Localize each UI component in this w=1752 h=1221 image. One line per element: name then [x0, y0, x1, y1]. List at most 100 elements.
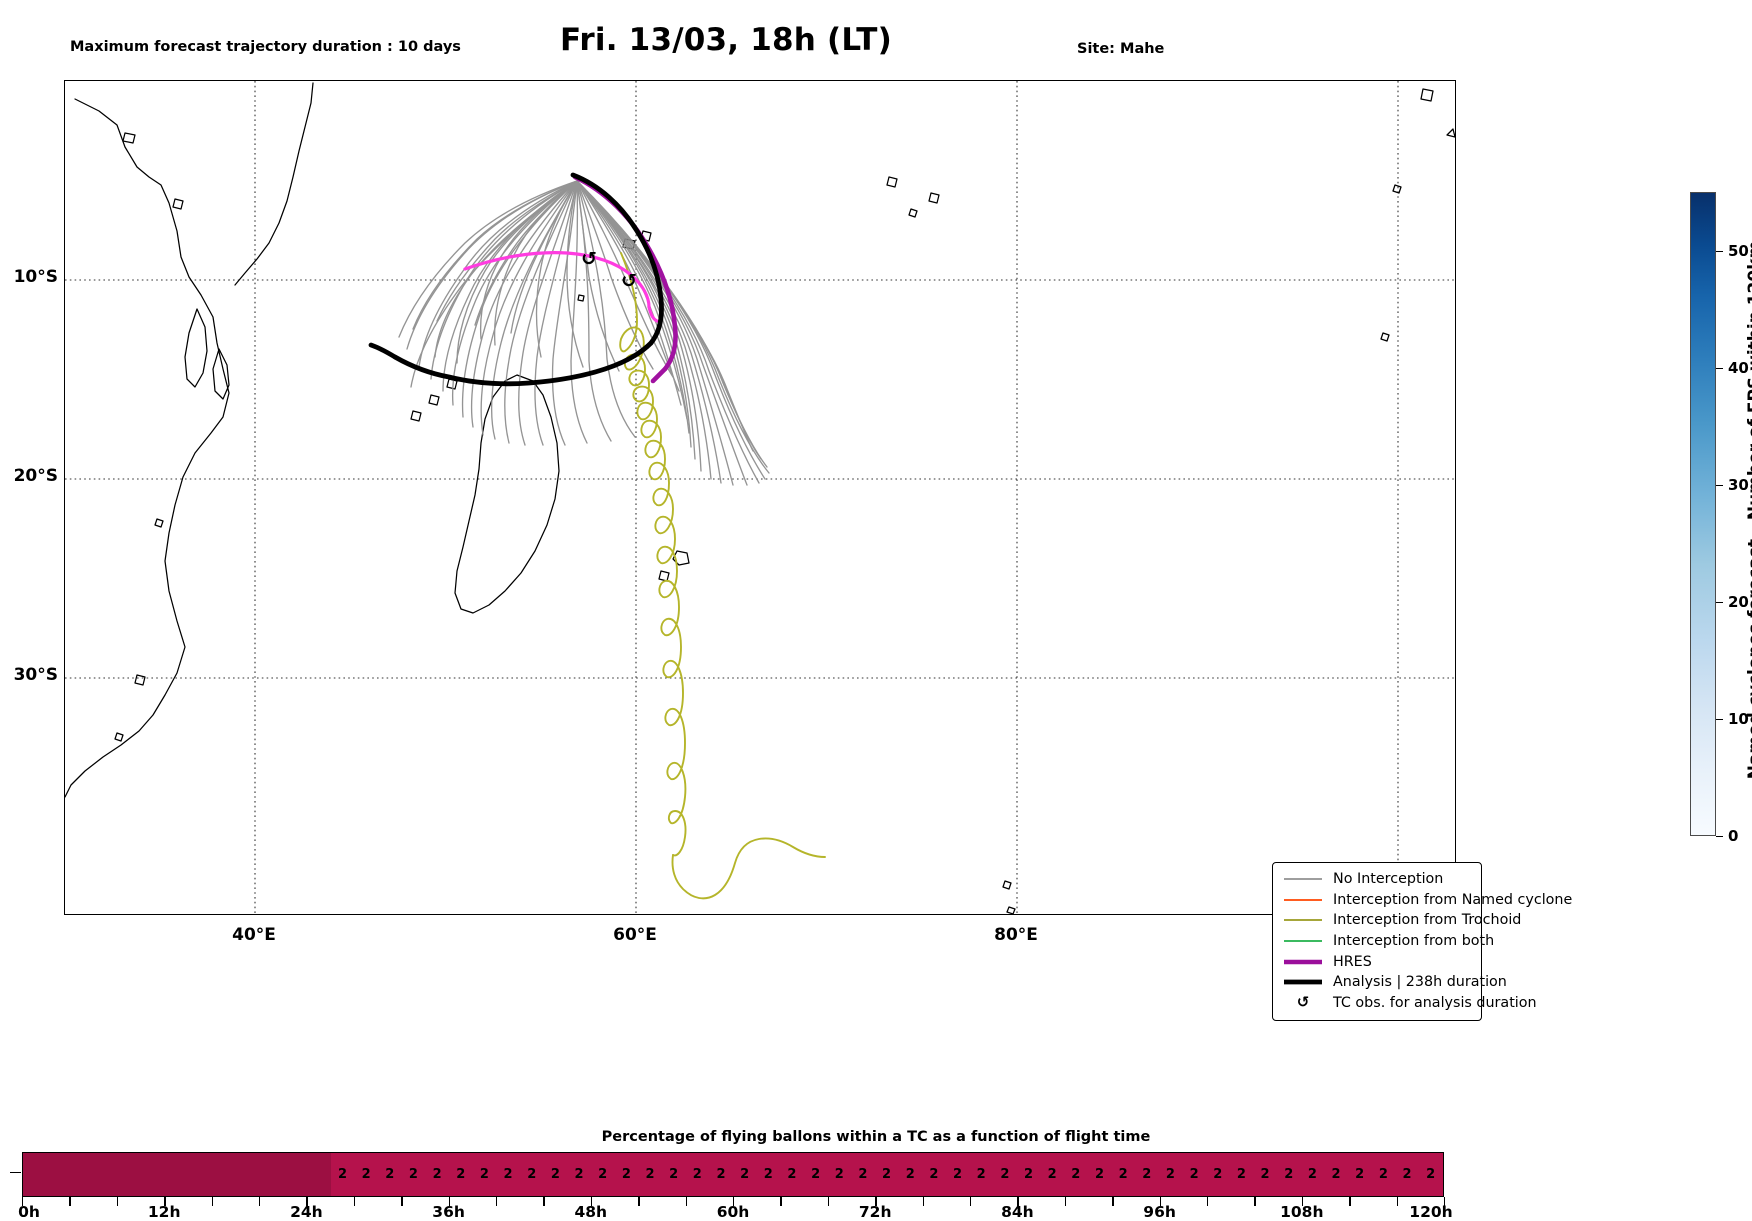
legend-swatch-line-icon	[1282, 896, 1324, 904]
colorbar-tick-10: 10	[1728, 710, 1749, 728]
legend-label: Analysis | 238h duration	[1333, 974, 1507, 991]
percentage-axis-tick	[1064, 1197, 1067, 1206]
legend-label: TC obs. for analysis duration	[1333, 994, 1537, 1011]
legend-item-hres[interactable]: HRES	[1282, 951, 1472, 972]
legend-swatch-line-icon	[1282, 875, 1324, 883]
percentage-bar-cell: 2	[756, 1153, 781, 1196]
percentage-axis-tick	[1112, 1197, 1114, 1206]
percentage-axis-tick	[1396, 1197, 1398, 1206]
colorbar-tick-40: 40	[1728, 359, 1749, 377]
tc-observation-markers: ↺ ↺	[581, 248, 637, 292]
colorbar-title: Named cyclones forecast - Number of EPS …	[1745, 240, 1752, 780]
legend-swatch-line-icon	[1282, 978, 1324, 986]
percentage-bar-cell: 2	[377, 1153, 402, 1196]
lat-tick-30s: 30°S	[13, 665, 58, 685]
percentage-axis-tick	[1017, 1197, 1019, 1206]
percentage-axis-tick	[69, 1197, 71, 1206]
percentage-axis-tick	[875, 1197, 877, 1206]
legend-item-no-interception[interactable]: No Interception	[1282, 869, 1472, 890]
percentage-bar-cell: 2	[780, 1153, 804, 1196]
percentage-bar-cell: 2	[827, 1153, 852, 1196]
percentage-axis-tick	[211, 1197, 213, 1206]
percentage-axis-tick	[1159, 1197, 1161, 1206]
percentage-axis-tick	[353, 1197, 356, 1206]
percentage-bar-cell: 2	[1134, 1153, 1159, 1196]
legend-swatch-line-icon	[1282, 916, 1324, 924]
lat-tick-20s: 20°S	[13, 466, 58, 486]
percentage-axis-tick	[1444, 1197, 1446, 1206]
site-text: Site: Mahe	[1077, 41, 1165, 57]
percentage-bar-cell: 2	[425, 1153, 449, 1196]
legend-item-analysis[interactable]: Analysis | 238h duration	[1282, 972, 1507, 993]
legend-label: Interception from Named cyclone	[1333, 891, 1573, 908]
percentage-bar-cell: 2	[898, 1153, 923, 1196]
percentage-axis-label: 72h	[858, 1203, 892, 1221]
percentage-bar-cell: 2	[732, 1153, 757, 1196]
legend-label: No Interception	[1333, 871, 1444, 888]
percentage-axis-tick	[22, 1197, 24, 1206]
percentage-bar-cell: 2	[448, 1153, 473, 1196]
percentage-bar-cell: 2	[685, 1153, 710, 1196]
percentage-bar-cell: 2	[614, 1153, 639, 1196]
percentage-bar-cell: 2	[1016, 1153, 1041, 1196]
percentage-bar-cell: 2	[567, 1153, 591, 1196]
page-title: Fri. 13/03, 18h (LT)	[560, 22, 892, 58]
percentage-bar-title: Percentage of flying ballons within a TC…	[601, 1129, 1151, 1145]
map-legend[interactable]: No Interception Interception from Named …	[1272, 862, 1572, 1022]
percentage-bar-cell: 2	[945, 1153, 970, 1196]
percentage-bar-cell: 2	[661, 1153, 686, 1196]
percentage-bar-cell: 2	[709, 1153, 733, 1196]
colorbar-tick-0: 0	[1728, 827, 1739, 845]
percentage-bar-cell: 2	[1229, 1153, 1254, 1196]
tc-obs-marker: ↺	[581, 248, 597, 270]
percentage-axis-label: 120h	[1409, 1203, 1453, 1221]
percentage-bar-cell: 2	[1347, 1153, 1372, 1196]
legend-item-trochoid[interactable]: Interception from Trochoid	[1282, 910, 1521, 931]
percentage-bar-cell: 2	[1371, 1153, 1396, 1196]
legend-label: Interception from both	[1333, 933, 1495, 950]
percentage-bar-cell: 2	[1064, 1153, 1088, 1196]
percentage-axis-label: 12h	[147, 1203, 181, 1221]
legend-swatch-line-icon	[1282, 937, 1324, 945]
tc-obs-marker: ↺	[621, 270, 637, 292]
colorbar[interactable]: 0 10 20 30 40 50	[1690, 192, 1749, 845]
percentage-bar-cell: 2	[1253, 1153, 1277, 1196]
map-plot-area[interactable]: ↺ ↺	[64, 80, 1456, 915]
percentage-bar-cell: 2	[496, 1153, 520, 1196]
percentage-bar-cell: 2	[1182, 1153, 1206, 1196]
legend-swatch-line-icon	[1282, 958, 1324, 966]
percentage-bar-cell: 2	[874, 1153, 899, 1196]
percentage-axis-label: 24h	[290, 1203, 323, 1221]
percentage-bar-cell: 2	[1205, 1153, 1230, 1196]
percentage-axis-label: 0h	[18, 1203, 40, 1221]
percentage-bar-axis: 0h 12h 24h 36h 48h 60h 72h 84h 96h 108h 120h	[18, 1197, 1453, 1221]
percentage-bar-cell: 2	[1158, 1153, 1183, 1196]
trochoid-interception-track	[619, 252, 826, 900]
lon-tick-80e: 80°E	[994, 925, 1038, 945]
legend-label: HRES	[1333, 953, 1372, 970]
coastline-layer	[65, 82, 1455, 914]
percentage-axis-label: 84h	[1001, 1203, 1034, 1221]
percentage-bar-cell: 2	[354, 1153, 378, 1196]
percentage-axis-tick	[780, 1197, 782, 1206]
percentage-axis-tick	[638, 1197, 640, 1206]
percentage-axis-tick	[496, 1197, 498, 1206]
lon-tick-60e: 60°E	[613, 925, 657, 945]
lon-tick-40e: 40°E	[232, 925, 276, 945]
percentage-bar-cell: 2	[1040, 1153, 1064, 1196]
legend-item-both[interactable]: Interception from both	[1282, 931, 1494, 952]
percentage-axis-label: 96h	[1143, 1203, 1176, 1221]
percentage-bar-cell: 2	[590, 1153, 615, 1196]
analysis-track	[368, 172, 664, 387]
percentage-bar-ytick	[10, 1172, 21, 1174]
percentage-axis-tick	[164, 1197, 166, 1206]
percentage-axis-tick	[1207, 1197, 1209, 1206]
percentage-axis-tick	[543, 1197, 545, 1206]
percentage-axis-tick	[1254, 1197, 1256, 1206]
legend-item-named-cyclone[interactable]: Interception from Named cyclone	[1282, 890, 1572, 911]
legend-item-tc-obs[interactable]: ↺ TC obs. for analysis duration	[1282, 993, 1537, 1014]
colorbar-tick-30: 30	[1728, 476, 1749, 494]
percentage-axis-label: 36h	[432, 1203, 465, 1221]
percentage-axis-label: 108h	[1280, 1203, 1324, 1221]
